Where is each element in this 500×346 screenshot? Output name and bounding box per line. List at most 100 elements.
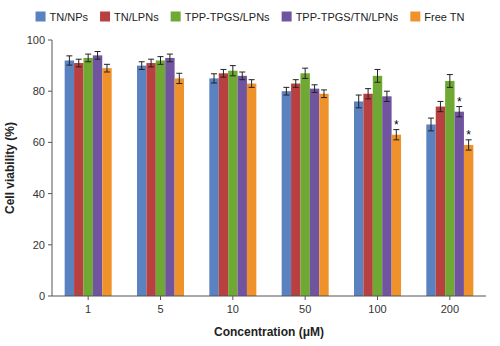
annotation: *	[466, 128, 471, 142]
y-tick-label: 20	[33, 239, 45, 251]
x-tick-label: 1	[85, 303, 91, 315]
bar	[282, 91, 291, 296]
bar	[247, 84, 256, 296]
x-tick-label: 200	[441, 303, 459, 315]
error-bar	[384, 91, 390, 101]
bar	[165, 58, 174, 296]
x-tick	[160, 296, 161, 300]
y-tick-label: 100	[27, 34, 45, 46]
x-tick-label: 100	[368, 303, 386, 315]
bars	[65, 52, 474, 296]
error-bar	[321, 90, 327, 98]
x-tick	[377, 296, 378, 300]
y-tick	[48, 142, 52, 143]
error-bar	[76, 59, 82, 67]
legend-label: TN/NPs	[50, 11, 89, 23]
bar	[373, 76, 382, 296]
y-tick-label: 60	[33, 136, 45, 148]
x-tick	[305, 296, 306, 300]
bar	[382, 96, 391, 296]
legend-item: TPP-TPGS/TN/LPNs	[282, 11, 399, 23]
y-axis-label: Cell viability (%)	[3, 122, 17, 214]
x-tick-label: 50	[299, 303, 311, 315]
legend-item: Free TN	[410, 11, 464, 23]
bar	[228, 71, 237, 296]
y-tick	[48, 193, 52, 194]
error-bar	[176, 73, 182, 83]
bar	[291, 84, 300, 296]
legend: TN/NPs TN/LPNs TPP-TPGS/LPNs TPP-TPGS/TN/LP…	[36, 11, 465, 23]
legend-swatch	[36, 12, 46, 22]
bar	[219, 73, 228, 296]
bar	[238, 76, 247, 296]
bar	[102, 68, 111, 296]
bar	[310, 89, 319, 296]
bar	[426, 124, 435, 296]
error-bar	[220, 69, 226, 77]
x-axis-line	[52, 296, 486, 297]
legend-label: TN/LPNs	[114, 11, 159, 23]
legend-swatch	[100, 12, 110, 22]
bar	[83, 58, 92, 296]
bar	[354, 101, 363, 296]
y-tick	[48, 244, 52, 245]
error-bar	[85, 54, 91, 62]
error-bar	[249, 80, 255, 88]
legend-swatch	[282, 12, 292, 22]
y-tick-label: 80	[33, 85, 45, 97]
legend-item: TN/LPNs	[100, 11, 159, 23]
bar	[445, 81, 454, 296]
y-tick-label: 0	[39, 290, 45, 302]
error-bar	[437, 101, 443, 111]
x-tick	[449, 296, 450, 300]
x-tick	[88, 296, 89, 300]
error-bar	[95, 52, 101, 60]
bar	[156, 60, 165, 296]
y-tick	[48, 91, 52, 92]
error-bar	[283, 87, 289, 95]
error-bar	[230, 66, 236, 76]
bar	[392, 135, 401, 296]
error-bar	[375, 69, 381, 82]
error-bar	[447, 75, 453, 88]
bar	[175, 78, 184, 296]
error-bar	[293, 80, 299, 88]
legend-label: TPP-TPGS/TN/LPNs	[296, 11, 399, 23]
error-bar	[66, 56, 72, 65]
bar	[464, 145, 473, 296]
error-bar	[302, 68, 308, 78]
legend-label: TPP-TPGS/LPNs	[185, 11, 270, 23]
bar	[65, 60, 74, 296]
error-bar	[211, 74, 217, 83]
legend-swatch	[410, 12, 420, 22]
y-axis-line	[52, 40, 53, 296]
annotation: *	[394, 118, 399, 132]
bar	[363, 94, 372, 296]
bar	[146, 63, 155, 296]
y-tick-label: 40	[33, 188, 45, 200]
error-bar	[139, 62, 145, 70]
bar	[74, 63, 83, 296]
error-bar	[167, 54, 173, 62]
bar	[209, 78, 218, 296]
legend-item: TN/NPs	[36, 11, 89, 23]
y-tick	[48, 296, 52, 297]
error-bar	[356, 95, 362, 108]
x-tick-label: 10	[227, 303, 239, 315]
x-tick	[232, 296, 233, 300]
error-bar	[148, 59, 154, 67]
x-axis-label: Concentration (μM)	[214, 325, 324, 339]
bar	[319, 94, 328, 296]
bar	[137, 66, 146, 296]
legend-swatch	[171, 12, 181, 22]
legend-item: TPP-TPGS/LPNs	[171, 11, 270, 23]
annotation: *	[457, 95, 462, 109]
bar	[300, 73, 309, 296]
error-bar	[365, 89, 371, 99]
bar	[93, 55, 102, 296]
chart: 0 20 40 60 80 100 1 5 10 50 100 200 Concentration (μ…	[0, 0, 500, 346]
x-tick-label: 5	[157, 303, 163, 315]
error-bar	[239, 72, 245, 80]
bar	[436, 107, 445, 296]
error-bar	[104, 64, 110, 72]
